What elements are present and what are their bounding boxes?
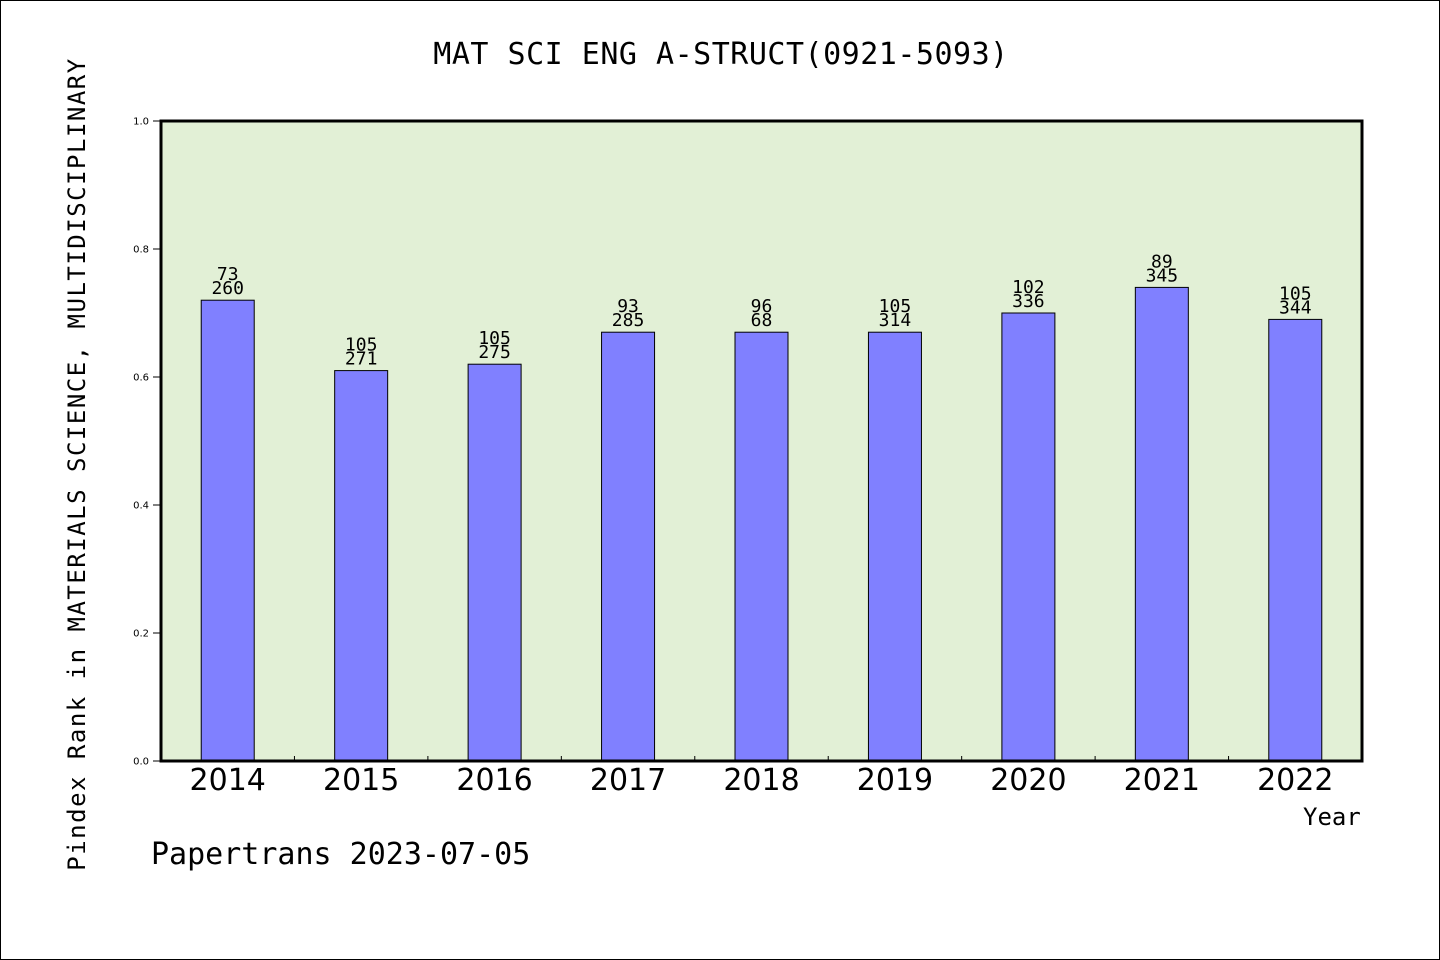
bar-label-bottom: 285 [612, 310, 645, 331]
bar-label-bottom: 271 [345, 349, 378, 370]
bar-2015 [334, 370, 389, 762]
x-tick-label: 2014 [190, 763, 266, 798]
y-tick-label: 1.0 [133, 117, 149, 128]
y-tick-label: 0.2 [133, 629, 149, 640]
bar-2018 [734, 331, 789, 762]
y-tick-label: 0.6 [133, 373, 149, 384]
chart-title: MAT SCI ENG A-STRUCT(0921-5093) [433, 37, 1009, 72]
bar-label-top: 89 [1151, 251, 1173, 272]
y-tick-label: 0.4 [133, 501, 149, 512]
bar-2017 [601, 331, 656, 762]
bar-2021 [1134, 286, 1189, 762]
bar-2016 [467, 363, 522, 762]
bar-label-top: 96 [751, 296, 773, 317]
bar-label-top: 102 [1012, 277, 1045, 298]
bar-label-top: 73 [217, 264, 239, 285]
x-tick-label: 2022 [1257, 763, 1333, 798]
bar-label-top: 105 [345, 335, 378, 356]
y-tick-label: 0.8 [133, 245, 149, 256]
bar-2014 [200, 299, 255, 762]
bar-label-bottom: 336 [1012, 291, 1045, 312]
bar-2022 [1268, 318, 1323, 762]
x-tick-label: 2019 [857, 763, 933, 798]
bar-label-bottom: 275 [478, 342, 511, 363]
x-tick-label: 2021 [1124, 763, 1200, 798]
bar-label-top: 105 [1279, 283, 1312, 304]
y-axis-label: Pindex Rank in MATERIALS SCIENCE, MULTID… [63, 57, 91, 871]
bar-2020 [1001, 312, 1056, 762]
bar-label-top: 93 [617, 296, 639, 317]
bar-label-bottom: 314 [879, 310, 912, 331]
bar-label-top: 105 [879, 296, 912, 317]
bar-2019 [867, 331, 922, 762]
x-tick-label: 2016 [456, 763, 532, 798]
bar-label-bottom: 345 [1146, 265, 1179, 286]
x-tick-label: 2015 [323, 763, 399, 798]
x-axis-label: Year [1303, 803, 1361, 831]
x-tick-label: 2017 [590, 763, 666, 798]
plot-frame [159, 119, 1364, 763]
bar-label-bottom: 68 [751, 310, 773, 331]
bar-label-top: 105 [478, 328, 511, 349]
x-tick-label: 2020 [990, 763, 1066, 798]
x-tick-label: 2018 [723, 763, 799, 798]
footer-credit: Papertrans 2023-07-05 [151, 837, 531, 872]
bar-label-bottom: 344 [1279, 297, 1312, 318]
bar-label-bottom: 260 [211, 278, 244, 299]
y-tick-label: 0.0 [133, 757, 149, 768]
